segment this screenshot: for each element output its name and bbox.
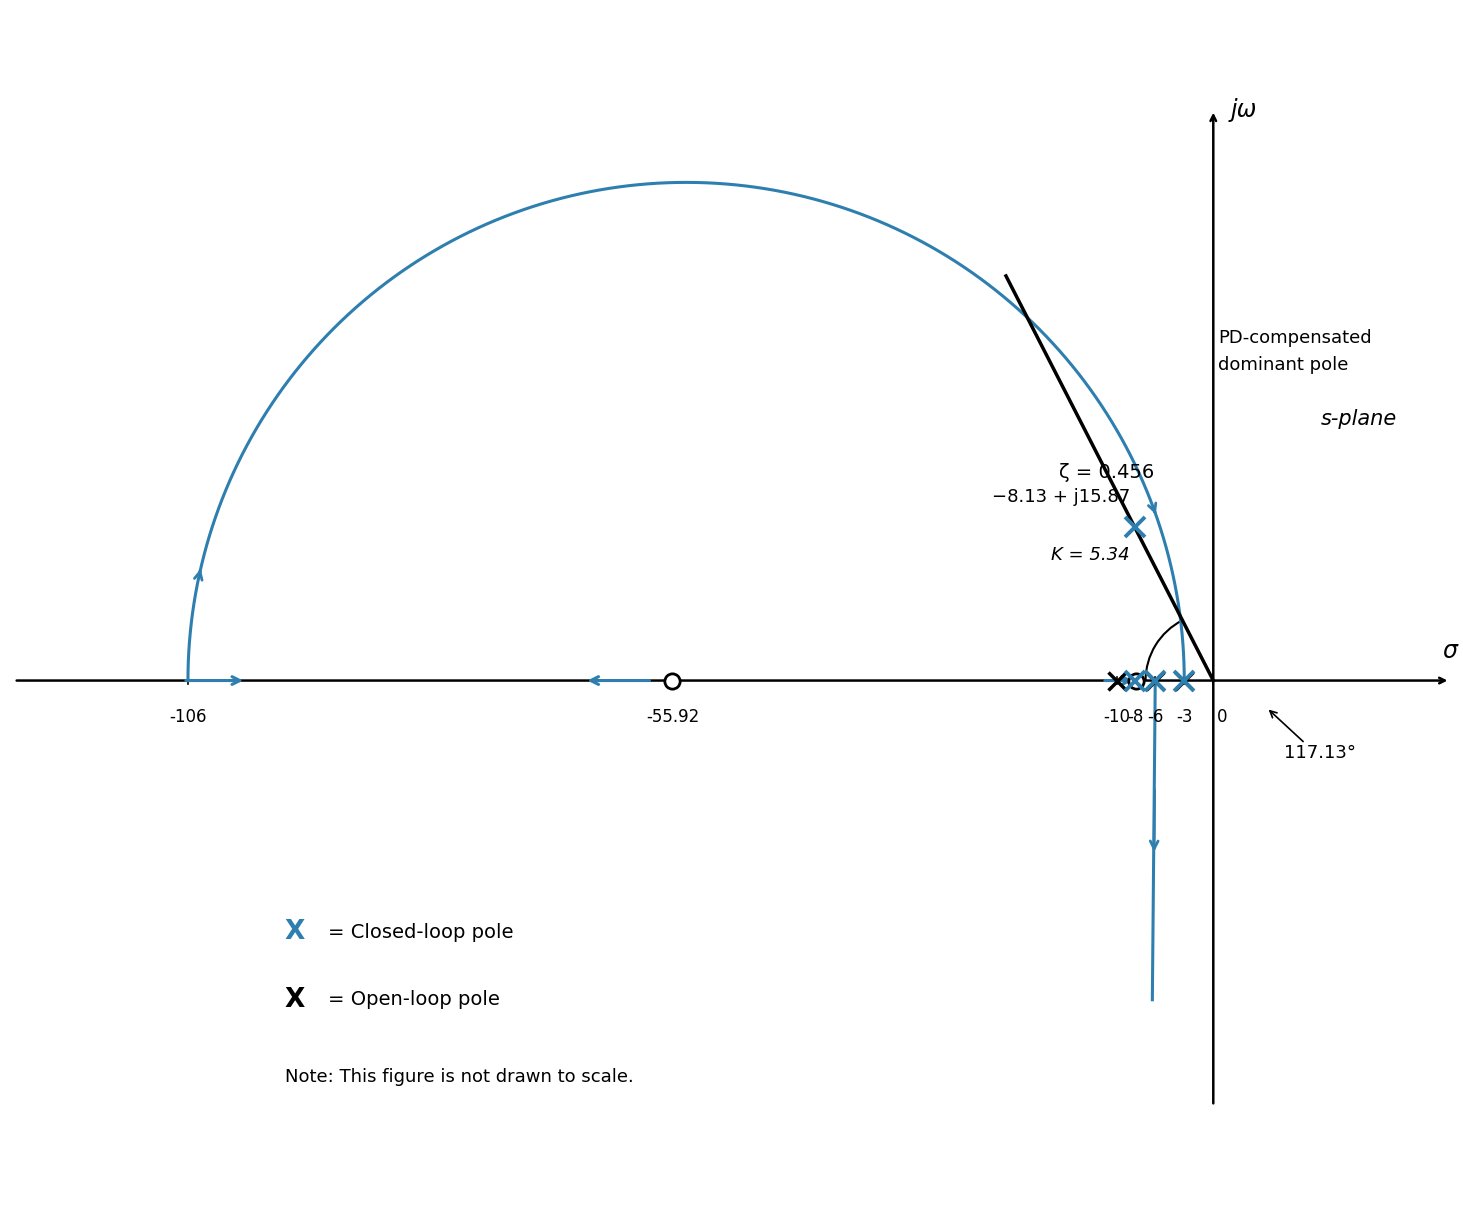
Text: PD-compensated
dominant pole: PD-compensated dominant pole (1219, 330, 1372, 373)
Text: -6: -6 (1147, 708, 1163, 726)
Text: jω: jω (1230, 97, 1257, 122)
Text: = Open-loop pole: = Open-loop pole (328, 990, 500, 1009)
Text: 0: 0 (1217, 708, 1227, 726)
Text: X: X (285, 919, 306, 945)
Text: ζ = 0.456: ζ = 0.456 (1059, 462, 1154, 482)
Text: -3: -3 (1176, 708, 1192, 726)
Text: -106: -106 (170, 708, 206, 726)
Text: K = 5.34: K = 5.34 (1052, 546, 1129, 564)
Text: X: X (285, 986, 306, 1013)
Text: 117.13°: 117.13° (1283, 744, 1356, 762)
Text: -8: -8 (1128, 708, 1144, 726)
Text: -55.92: -55.92 (645, 708, 699, 726)
Text: −8.13 + j15.87: −8.13 + j15.87 (992, 488, 1129, 506)
Text: Note: This figure is not drawn to scale.: Note: This figure is not drawn to scale. (285, 1068, 633, 1086)
Text: s-plane: s-plane (1321, 410, 1397, 429)
Text: = Closed-loop pole: = Closed-loop pole (328, 923, 514, 941)
Text: σ: σ (1443, 640, 1457, 663)
Text: -10: -10 (1103, 708, 1129, 726)
